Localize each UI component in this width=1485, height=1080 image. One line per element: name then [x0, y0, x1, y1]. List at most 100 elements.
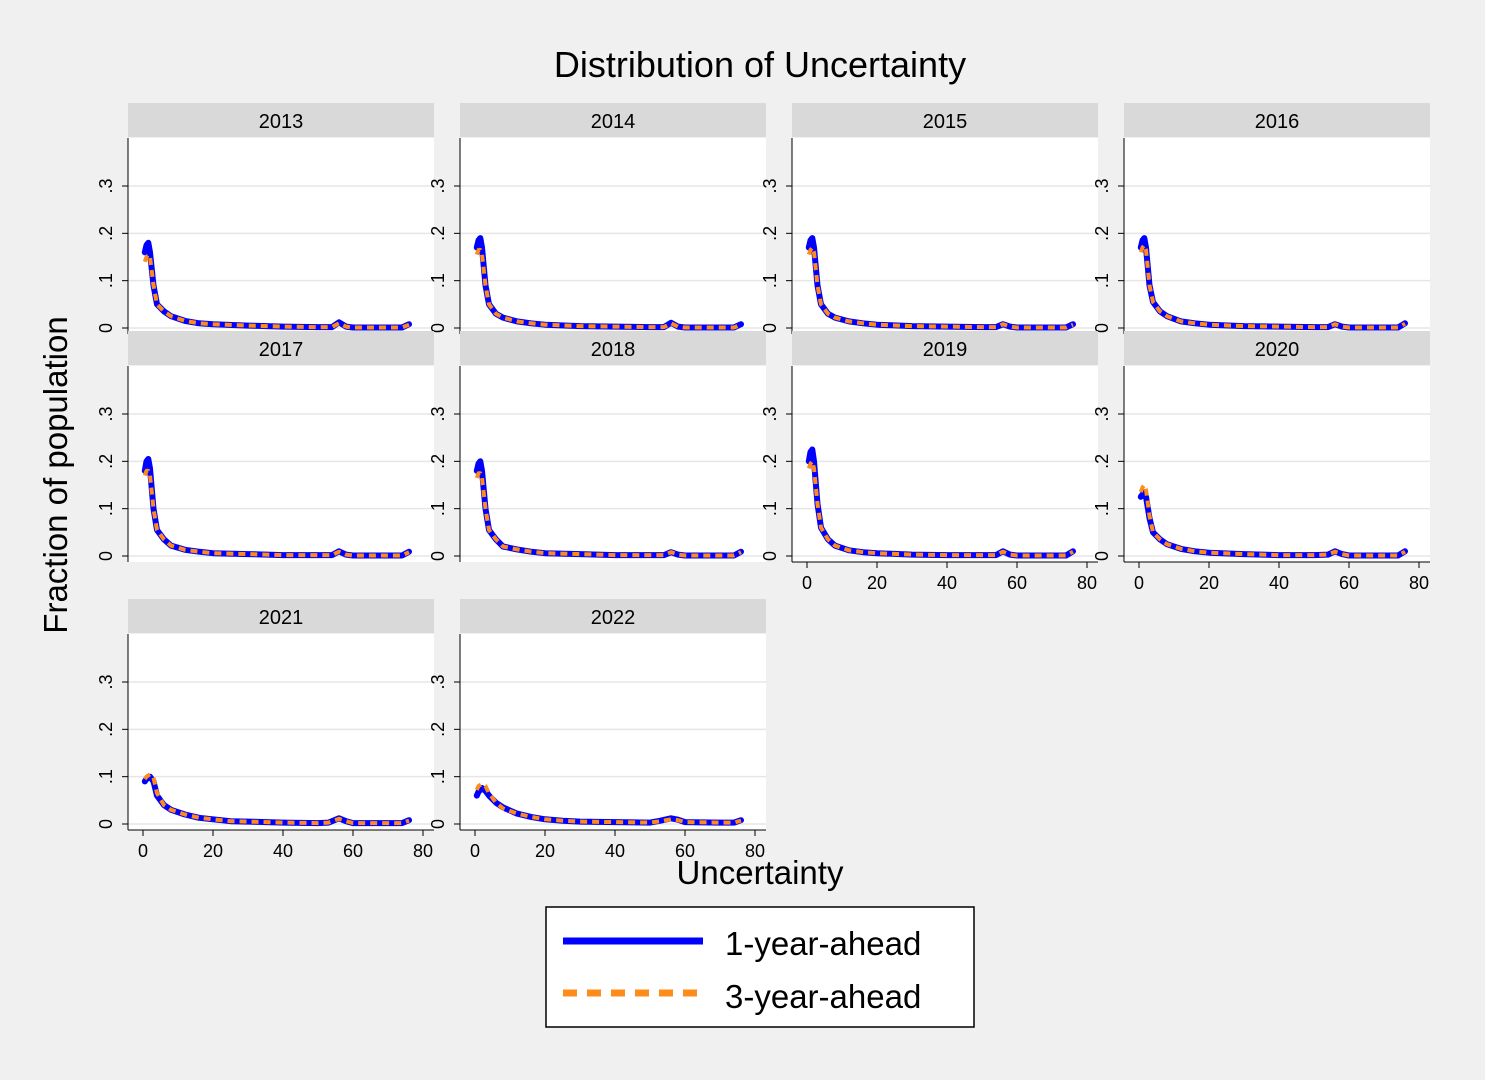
- y-tick-label: .2: [1092, 454, 1112, 469]
- panel-header: [792, 103, 1098, 137]
- panel-header: [460, 103, 766, 137]
- y-tick-label: .1: [428, 273, 448, 288]
- legend-label-3-year-ahead: 3-year-ahead: [725, 978, 921, 1015]
- y-tick-label: .2: [428, 454, 448, 469]
- x-tick-label: 40: [937, 573, 957, 593]
- plot-area: [792, 366, 1098, 562]
- panel-2022: 2022 0 .1 .2 .3 0 20 40 60 80: [428, 599, 766, 861]
- y-tick-label: 0: [428, 323, 448, 333]
- y-tick-label: .2: [96, 226, 116, 241]
- y-tick-label: .3: [428, 178, 448, 193]
- x-tick-label: 0: [1134, 573, 1144, 593]
- panel-title: 2018: [591, 339, 636, 361]
- panel-title: 2020: [1255, 339, 1300, 361]
- y-tick-label: .3: [96, 674, 116, 689]
- y-tick-label: 0: [96, 551, 116, 561]
- y-tick-label: .2: [760, 226, 780, 241]
- panel-header: [128, 599, 434, 633]
- plot-area: [1124, 138, 1430, 334]
- x-tick-label: 40: [1269, 573, 1289, 593]
- y-axis-title: Fraction of population: [37, 316, 74, 633]
- x-tick-label: 20: [1199, 573, 1219, 593]
- y-tick-label: .3: [96, 406, 116, 421]
- x-tick-label: 80: [1077, 573, 1097, 593]
- series-line-3-year-ahead: [142, 468, 410, 558]
- y-tick-label: .2: [96, 454, 116, 469]
- series-line-3-year-ahead: [474, 471, 742, 558]
- legend-box: [545, 906, 975, 1028]
- series-line-3-year-ahead: [143, 772, 410, 826]
- x-tick-label: 0: [138, 841, 148, 861]
- y-tick-label: .1: [760, 273, 780, 288]
- y-tick-label: .1: [96, 273, 116, 288]
- panel-header: [128, 103, 434, 137]
- x-tick-label: 20: [867, 573, 887, 593]
- y-tick-label: .2: [760, 454, 780, 469]
- plot-area: [460, 366, 766, 562]
- y-tick-label: .2: [428, 722, 448, 737]
- series-line-3-year-ahead: [474, 247, 742, 330]
- panel-2014: 2014 0 .1 .2 .3: [428, 103, 766, 334]
- y-tick-label: .1: [428, 769, 448, 784]
- series-line-3-year-ahead: [806, 459, 1074, 558]
- panel-2019: 2019 0 .1 .2 .3 0 20 40 60 80: [760, 331, 1098, 593]
- y-tick-label: .2: [428, 226, 448, 241]
- y-tick-label: 0: [760, 323, 780, 333]
- x-tick-label: 60: [1339, 573, 1359, 593]
- legend-label-1-year-ahead: 1-year-ahead: [725, 925, 921, 962]
- chart-title: Distribution of Uncertainty: [554, 44, 966, 85]
- plot-area: [460, 634, 766, 830]
- y-tick-label: 0: [1092, 323, 1112, 333]
- panel-header: [460, 599, 766, 633]
- x-tick-label: 60: [1007, 573, 1027, 593]
- plot-area: [128, 138, 434, 334]
- x-tick-label: 0: [470, 841, 480, 861]
- panel-title: 2014: [591, 111, 636, 133]
- panel-title: 2013: [259, 111, 304, 133]
- x-tick-label: 80: [413, 841, 433, 861]
- y-tick-label: .3: [96, 178, 116, 193]
- x-tick-label: 80: [745, 841, 765, 861]
- y-tick-label: .3: [428, 406, 448, 421]
- series-line-3-year-ahead: [142, 252, 410, 330]
- panel-title: 2016: [1255, 111, 1300, 133]
- panel-title: 2022: [591, 607, 636, 629]
- legend: 1-year-ahead 3-year-ahead: [545, 906, 975, 1028]
- series-line-3-year-ahead: [806, 245, 1074, 330]
- y-tick-label: .3: [1092, 406, 1112, 421]
- y-tick-label: .3: [760, 406, 780, 421]
- x-tick-label: 60: [343, 841, 363, 861]
- x-tick-label: 0: [802, 573, 812, 593]
- y-tick-label: 0: [760, 551, 780, 561]
- panel-2020: 2020 0 .1 .2 .3 0 20 40 60 80: [1092, 331, 1430, 593]
- y-tick-label: .1: [428, 501, 448, 516]
- panel-header: [1124, 331, 1430, 365]
- y-tick-label: 0: [428, 551, 448, 561]
- x-tick-label: 20: [535, 841, 555, 861]
- panel-2017: 2017 0 .1 .2 .3: [96, 331, 434, 562]
- y-tick-label: .1: [96, 501, 116, 516]
- panel-2018: 2018 0 .1 .2 .3: [428, 331, 766, 562]
- panel-title: 2015: [923, 111, 968, 133]
- panel-2021: 2021 0 .1 .2 .3 0 20 40 60 80: [96, 599, 434, 861]
- y-tick-label: .2: [1092, 226, 1112, 241]
- y-tick-label: .3: [1092, 178, 1112, 193]
- y-tick-label: .3: [428, 674, 448, 689]
- x-tick-label: 40: [605, 841, 625, 861]
- plot-area: [128, 366, 434, 562]
- x-tick-label: 80: [1409, 573, 1429, 593]
- series-line-3-year-ahead: [1138, 483, 1406, 558]
- panel-title: 2019: [923, 339, 968, 361]
- panel-2013: 2013 0 .1 .2 .3: [96, 103, 434, 334]
- y-tick-label: 0: [96, 323, 116, 333]
- plot-area: [1124, 366, 1430, 562]
- x-tick-label: 40: [273, 841, 293, 861]
- panel-header: [792, 331, 1098, 365]
- y-tick-label: 0: [428, 819, 448, 829]
- plot-area: [128, 634, 434, 830]
- plot-area: [792, 138, 1098, 334]
- x-axis-title: Uncertainty: [677, 854, 844, 891]
- y-tick-label: 0: [1092, 551, 1112, 561]
- y-tick-label: .1: [96, 769, 116, 784]
